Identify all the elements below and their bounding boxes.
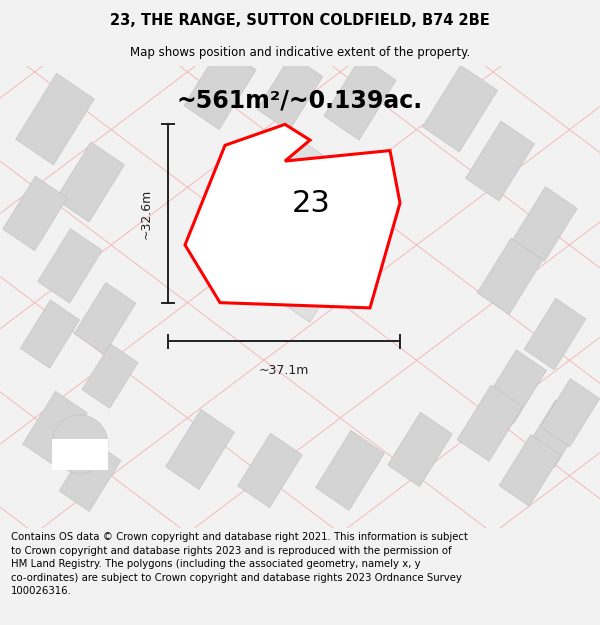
Text: 23, THE RANGE, SUTTON COLDFIELD, B74 2BE: 23, THE RANGE, SUTTON COLDFIELD, B74 2BE [110, 13, 490, 28]
Polygon shape [275, 241, 346, 322]
Polygon shape [388, 412, 452, 487]
Polygon shape [466, 121, 535, 201]
Text: Contains OS data © Crown copyright and database right 2021. This information is : Contains OS data © Crown copyright and d… [11, 532, 468, 596]
Polygon shape [59, 440, 121, 511]
Polygon shape [20, 300, 80, 368]
Polygon shape [541, 379, 599, 447]
Polygon shape [457, 385, 523, 461]
Polygon shape [316, 431, 385, 511]
Text: ~561m²/~0.139ac.: ~561m²/~0.139ac. [177, 88, 423, 112]
Polygon shape [326, 196, 394, 273]
Polygon shape [56, 142, 124, 222]
Polygon shape [513, 187, 577, 261]
Polygon shape [324, 56, 396, 140]
Polygon shape [263, 139, 337, 224]
Polygon shape [23, 391, 87, 466]
Polygon shape [422, 65, 497, 152]
Polygon shape [238, 433, 302, 508]
Text: ~37.1m: ~37.1m [259, 364, 309, 378]
Polygon shape [499, 434, 561, 506]
Polygon shape [16, 73, 94, 165]
Polygon shape [185, 124, 400, 308]
Polygon shape [524, 298, 586, 370]
Polygon shape [477, 238, 543, 314]
Text: Map shows position and indicative extent of the property.: Map shows position and indicative extent… [130, 46, 470, 59]
Polygon shape [166, 409, 235, 489]
Text: ~32.6m: ~32.6m [139, 188, 152, 239]
Polygon shape [38, 229, 102, 303]
Polygon shape [484, 350, 547, 423]
Circle shape [52, 415, 108, 474]
Polygon shape [74, 282, 136, 354]
Polygon shape [526, 400, 584, 468]
Polygon shape [257, 55, 323, 131]
Polygon shape [184, 46, 256, 129]
Text: 23: 23 [292, 189, 331, 218]
Polygon shape [3, 176, 67, 251]
Polygon shape [82, 344, 138, 408]
Bar [52, 439, 108, 471]
